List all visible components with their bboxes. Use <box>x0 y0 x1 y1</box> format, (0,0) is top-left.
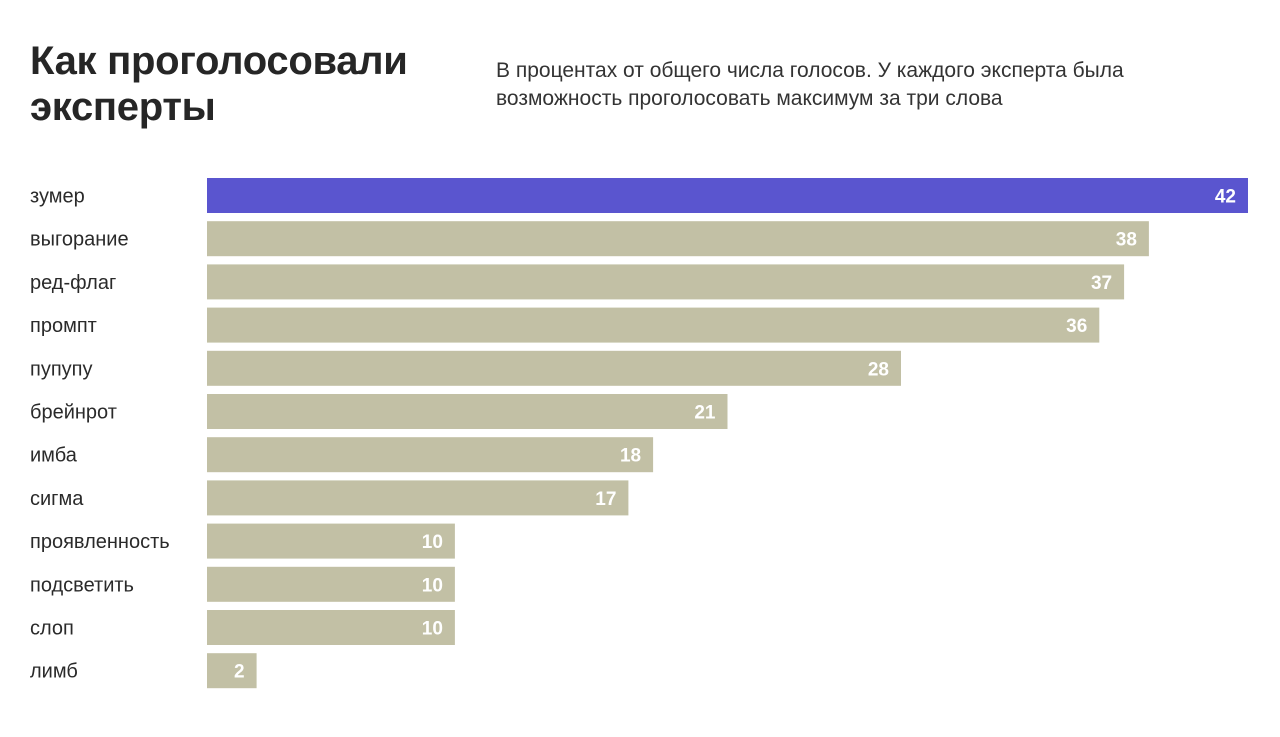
bar <box>207 653 257 689</box>
value-label: 10 <box>422 575 443 596</box>
value-label: 10 <box>422 532 443 553</box>
value-label: 18 <box>620 446 641 467</box>
category-label: подсветить <box>30 574 134 596</box>
bar-row: проявленность 10 <box>30 523 455 559</box>
value-label: 28 <box>868 359 889 380</box>
bar-row: зумер 42 <box>30 178 1248 213</box>
page-subtitle: В процентах от общего числа голосов. У к… <box>496 59 1124 110</box>
bar <box>207 394 728 429</box>
category-label: лимб <box>30 661 78 683</box>
value-label: 36 <box>1066 316 1087 337</box>
bar <box>207 566 455 602</box>
value-label: 17 <box>595 489 616 510</box>
bar-row: подсветить 10 <box>30 566 455 602</box>
value-label: 38 <box>1116 230 1137 251</box>
category-label: промпт <box>30 315 97 337</box>
bar-row: ред-флаг 37 <box>30 264 1125 300</box>
value-label: 37 <box>1091 273 1112 294</box>
value-label: 2 <box>234 662 245 683</box>
category-label: брейнрот <box>30 402 117 424</box>
bar <box>207 307 1100 343</box>
bar <box>207 178 1248 213</box>
bar <box>207 221 1149 257</box>
bar <box>207 264 1125 300</box>
bar-row: имба 18 <box>30 437 654 473</box>
bar <box>207 437 654 473</box>
page-title: Как проголосовали эксперты <box>30 39 408 129</box>
bar-row: слоп 10 <box>30 610 455 645</box>
bar <box>207 610 455 645</box>
bar <box>207 523 455 559</box>
category-label: зумер <box>30 186 85 208</box>
value-label: 42 <box>1215 187 1236 208</box>
category-label: имба <box>30 445 78 467</box>
category-label: ред-флаг <box>30 272 116 294</box>
category-label: слоп <box>30 618 74 640</box>
value-label: 21 <box>694 403 716 424</box>
category-label: сигма <box>30 488 84 510</box>
bar-row: сигма 17 <box>30 480 629 516</box>
bar-row: брейнрот 21 <box>30 394 728 429</box>
bar-row: выгорание 38 <box>30 221 1149 257</box>
bar <box>207 480 629 516</box>
value-label: 10 <box>422 619 443 640</box>
bar-row: промпт 36 <box>30 307 1100 343</box>
category-label: пупупу <box>30 358 93 380</box>
category-label: выгорание <box>30 229 129 251</box>
bar-row: лимб 2 <box>30 653 257 689</box>
category-label: проявленность <box>30 531 170 553</box>
bar-row: пупупу 28 <box>30 350 901 386</box>
bar <box>207 350 901 386</box>
